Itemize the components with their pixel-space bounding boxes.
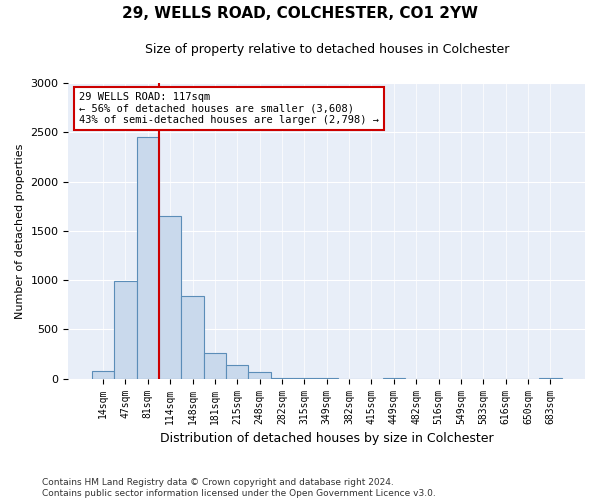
Bar <box>137 138 159 378</box>
Bar <box>226 365 248 378</box>
Text: Contains HM Land Registry data © Crown copyright and database right 2024.
Contai: Contains HM Land Registry data © Crown c… <box>42 478 436 498</box>
Bar <box>159 216 181 378</box>
Text: 29 WELLS ROAD: 117sqm
← 56% of detached houses are smaller (3,608)
43% of semi-d: 29 WELLS ROAD: 117sqm ← 56% of detached … <box>79 92 379 125</box>
Bar <box>92 372 114 378</box>
Bar <box>181 296 204 378</box>
Text: 29, WELLS ROAD, COLCHESTER, CO1 2YW: 29, WELLS ROAD, COLCHESTER, CO1 2YW <box>122 6 478 20</box>
Bar <box>248 372 271 378</box>
X-axis label: Distribution of detached houses by size in Colchester: Distribution of detached houses by size … <box>160 432 494 445</box>
Title: Size of property relative to detached houses in Colchester: Size of property relative to detached ho… <box>145 42 509 56</box>
Bar <box>204 352 226 378</box>
Bar <box>114 281 137 378</box>
Y-axis label: Number of detached properties: Number of detached properties <box>15 143 25 318</box>
